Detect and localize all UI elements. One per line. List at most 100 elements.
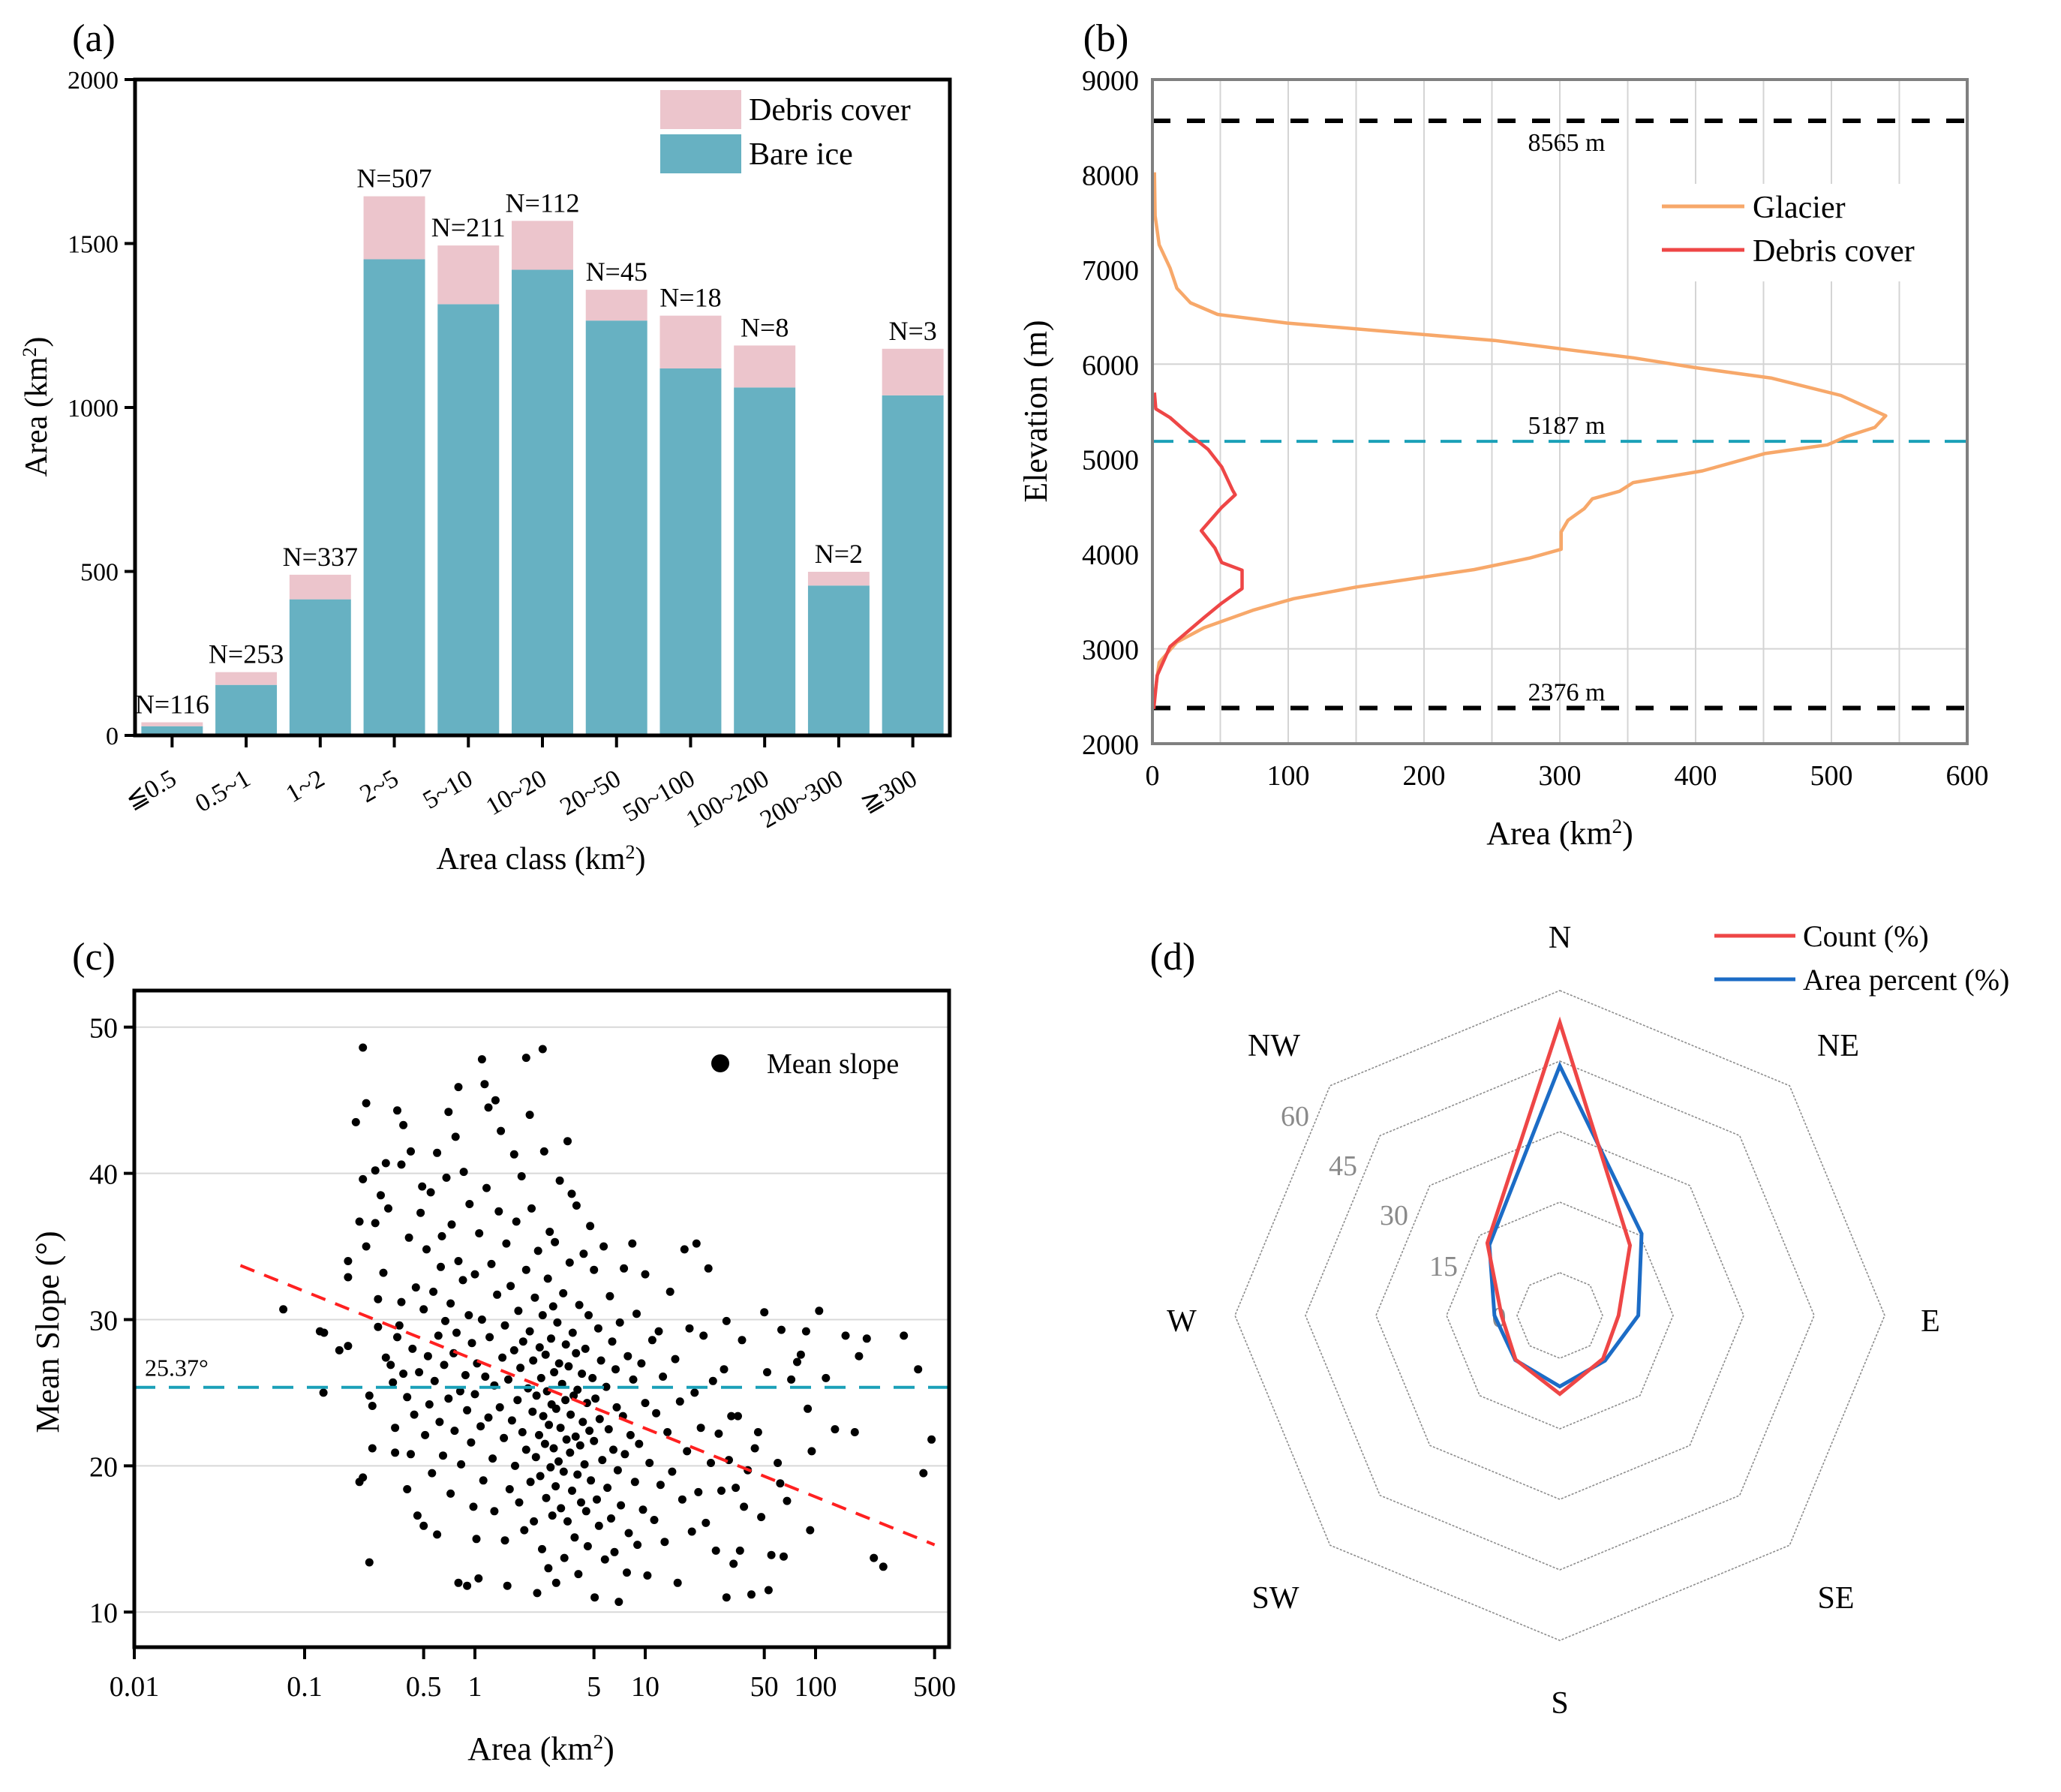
scatter-point <box>624 1529 633 1538</box>
radar-ring-label: 15 <box>1429 1251 1458 1282</box>
scatter-point <box>488 1454 497 1463</box>
panel-d-series <box>1485 1016 1644 1397</box>
bar-debris-cover <box>807 571 870 586</box>
scatter-point <box>584 1311 593 1320</box>
legend-label-mean-slope: Mean slope <box>767 1048 899 1080</box>
scatter-point <box>527 1204 536 1213</box>
scatter-point <box>539 1412 548 1421</box>
scatter-point <box>511 1461 519 1470</box>
scatter-point <box>641 1399 650 1408</box>
scatter-point <box>671 1355 680 1364</box>
scatter-point <box>455 1387 464 1396</box>
scatter-point <box>787 1375 796 1384</box>
scatter-point <box>477 1315 486 1324</box>
scatter-point <box>440 1361 449 1370</box>
scatter-point <box>613 1466 622 1475</box>
scatter-point <box>433 1148 442 1157</box>
scatter-point <box>540 1439 549 1448</box>
count-polygon <box>1485 1016 1633 1397</box>
bar-bare-ice <box>807 585 870 735</box>
scatter-point <box>458 1276 467 1285</box>
bar-count-label: N=2 <box>815 539 863 569</box>
scatter-point <box>927 1435 936 1444</box>
scatter-point <box>399 1370 408 1379</box>
scatter-point <box>386 1361 395 1370</box>
plot-frame <box>1151 78 1969 745</box>
y-tick-label: 40 <box>89 1159 118 1191</box>
scatter-point <box>444 1394 453 1403</box>
legend-swatch-bare-ice <box>660 134 741 173</box>
scatter-point <box>391 1424 400 1433</box>
scatter-point <box>425 1400 434 1409</box>
scatter-point <box>753 1428 762 1436</box>
scatter-point <box>419 1521 428 1530</box>
scatter-point <box>465 1200 474 1208</box>
scatter-point <box>763 1368 771 1377</box>
scatter-point <box>687 1527 696 1536</box>
scatter-point <box>659 1373 668 1381</box>
scatter-point <box>620 1264 629 1273</box>
scatter-point <box>675 1397 684 1406</box>
panel-a-bar-chart: (a) N=116N=253N=337N=507N=211N=112N=45N=… <box>19 17 952 876</box>
scatter-point <box>628 1239 637 1248</box>
scatter-point <box>403 1485 412 1493</box>
scatter-point <box>544 1564 553 1573</box>
x-tick-label: 200~300 <box>756 765 848 834</box>
debris-cover-hypsometry-line <box>1152 392 1244 709</box>
scatter-point <box>747 1590 756 1599</box>
scatter-point <box>416 1208 425 1217</box>
scatter-point <box>593 1324 602 1333</box>
scatter-point <box>647 1336 656 1345</box>
scatter-point <box>538 1045 547 1054</box>
scatter-point <box>862 1334 871 1343</box>
panel-b-legend: Glacier Debris cover <box>1651 184 1966 281</box>
x-tick-label: 100~200 <box>681 765 774 834</box>
bar-debris-cover <box>141 722 203 726</box>
scatter-point <box>602 1382 611 1391</box>
y-tick-label: 5000 <box>1082 445 1139 477</box>
scatter-point <box>615 1318 624 1327</box>
scatter-point <box>562 1435 571 1444</box>
scatter-point <box>410 1410 419 1419</box>
scatter-point <box>635 1439 644 1448</box>
scatter-point <box>714 1430 723 1438</box>
scatter-point <box>727 1412 736 1421</box>
panel-b-axes: 0 100 200 300 400 500 600 2000 3000 4000 5000 6000 7… <box>1082 65 1989 792</box>
scatter-point <box>578 1370 587 1379</box>
scatter-point <box>446 1299 455 1308</box>
scatter-point <box>663 1428 672 1436</box>
scatter-point <box>600 1555 609 1564</box>
x-tick-label: 5~10 <box>419 765 478 815</box>
radar-axis-label-sw: SW <box>1252 1581 1299 1616</box>
x-tick-label: 20~50 <box>555 765 625 821</box>
scatter-point <box>470 1270 479 1279</box>
scatter-point <box>568 1328 577 1337</box>
scatter-point <box>490 1507 499 1516</box>
scatter-point <box>536 1472 545 1481</box>
scatter-point <box>426 1188 435 1197</box>
y-tick-label: 0 <box>106 723 119 750</box>
scatter-point <box>543 1274 552 1283</box>
x-tick-label: 5 <box>587 1671 601 1703</box>
scatter-point <box>457 1460 466 1469</box>
scatter-point <box>362 1242 371 1251</box>
scatter-point <box>548 1511 557 1520</box>
trend-line <box>239 1264 936 1547</box>
scatter-point <box>573 1385 582 1394</box>
scatter-point <box>454 1578 463 1587</box>
scatter-point <box>484 1413 493 1422</box>
legend-swatch-debris-cover <box>660 90 741 129</box>
panel-a-label: (a) <box>72 17 116 60</box>
scatter-point <box>541 1350 550 1359</box>
radar-ring <box>1446 1201 1674 1430</box>
scatter-point <box>442 1173 451 1182</box>
scatter-point <box>623 1352 632 1361</box>
scatter-point <box>520 1526 529 1535</box>
scatter-point <box>643 1571 652 1580</box>
scatter-point <box>546 1463 555 1472</box>
scatter-point <box>344 1342 353 1351</box>
scatter-point <box>692 1239 701 1248</box>
scatter-point <box>626 1430 635 1439</box>
radar-axis-label-e: E <box>1921 1304 1940 1339</box>
scatter-point <box>702 1518 711 1527</box>
